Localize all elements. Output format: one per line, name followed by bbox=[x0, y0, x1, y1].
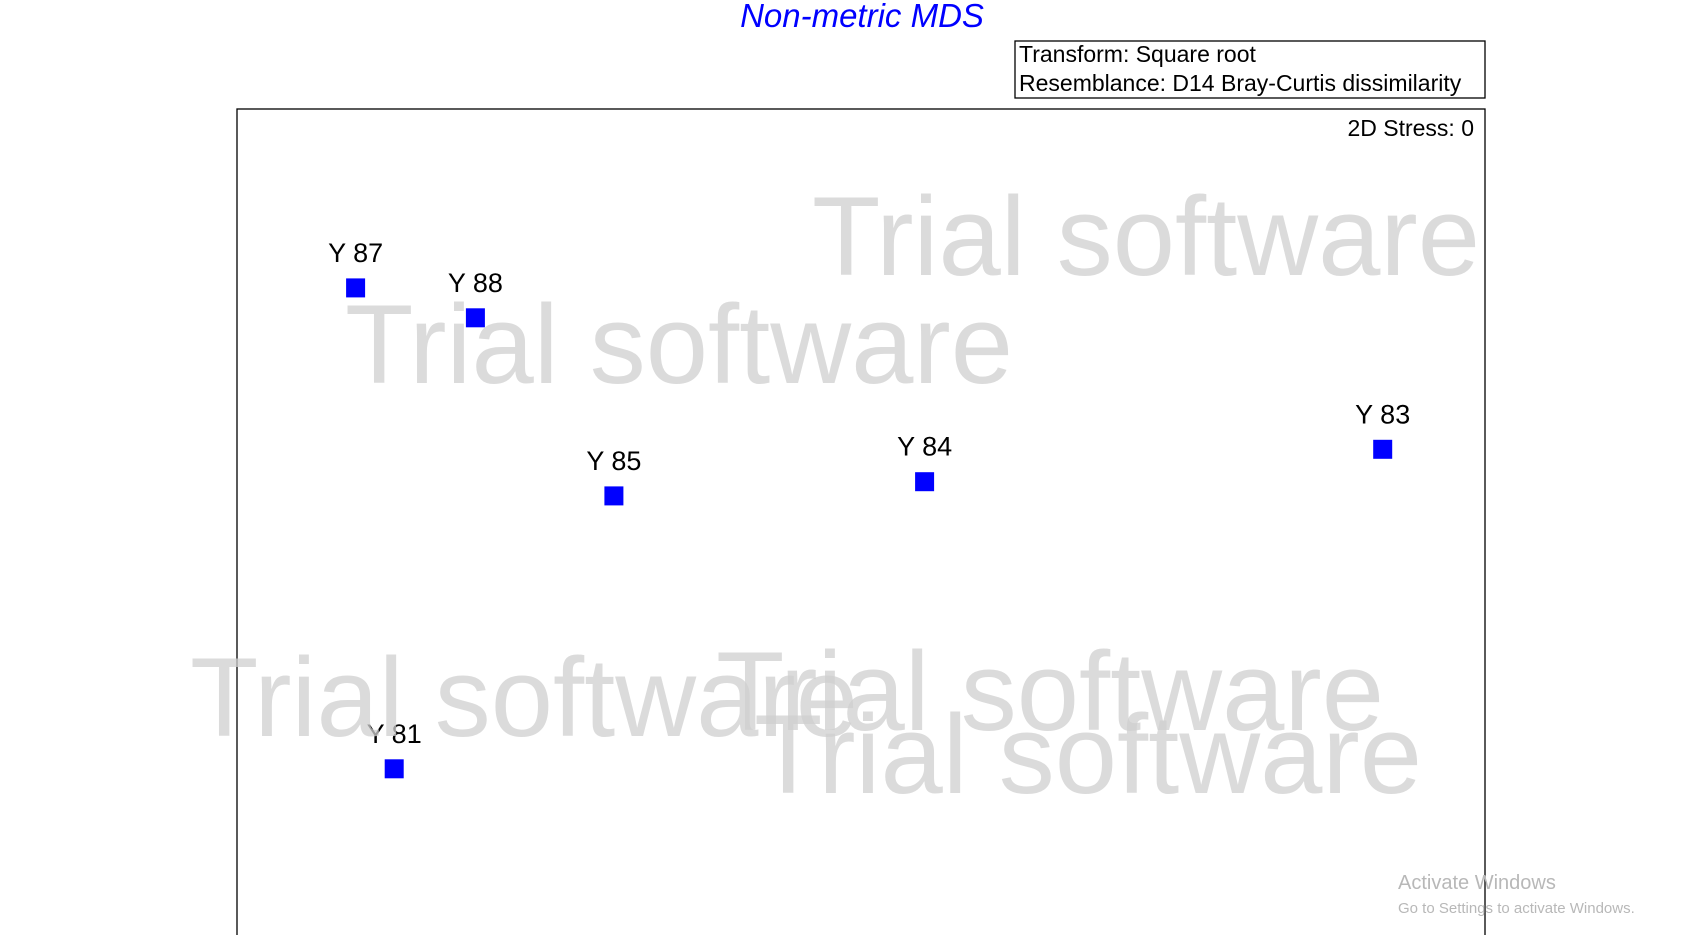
data-point-label: Y 83 bbox=[1355, 399, 1410, 429]
data-point-label: Y 81 bbox=[367, 719, 422, 749]
watermark-text: Trial software bbox=[716, 629, 1384, 754]
activate-windows-subtitle: Go to Settings to activate Windows. bbox=[1398, 900, 1635, 917]
resemblance-label: Resemblance: D14 Bray-Curtis dissimilari… bbox=[1019, 70, 1462, 96]
data-point-label: Y 87 bbox=[328, 238, 383, 268]
activate-windows-title: Activate Windows bbox=[1398, 872, 1556, 894]
watermark-text: Trial software bbox=[754, 692, 1422, 817]
data-point-marker bbox=[346, 278, 366, 298]
info-box bbox=[1014, 40, 1486, 99]
data-point-label: Y 84 bbox=[897, 432, 952, 462]
chart-title: Non-metric MDS bbox=[740, 0, 984, 34]
data-point-marker bbox=[465, 308, 485, 328]
points-layer: Y 87 Y 88 Y 85 Y 84 Y 83 Y 81 bbox=[328, 238, 1410, 779]
transform-label: Transform: Square root bbox=[1019, 41, 1257, 67]
watermark-text: Trial software bbox=[190, 635, 858, 760]
data-point-label: Y 85 bbox=[586, 446, 641, 476]
plot-frame bbox=[236, 108, 1486, 935]
data-point-marker bbox=[604, 486, 624, 506]
data-point-label: Y 88 bbox=[448, 268, 503, 298]
data-point-marker bbox=[1373, 439, 1393, 459]
data-point-marker bbox=[384, 759, 404, 779]
watermark-text: Trial software bbox=[812, 174, 1480, 299]
watermark-text: Trial software bbox=[345, 282, 1013, 407]
stress-label: 2D Stress: 0 bbox=[1347, 115, 1474, 141]
watermark-layer: Trial software Trial software Trial soft… bbox=[190, 174, 1480, 817]
data-point-marker bbox=[915, 472, 935, 492]
